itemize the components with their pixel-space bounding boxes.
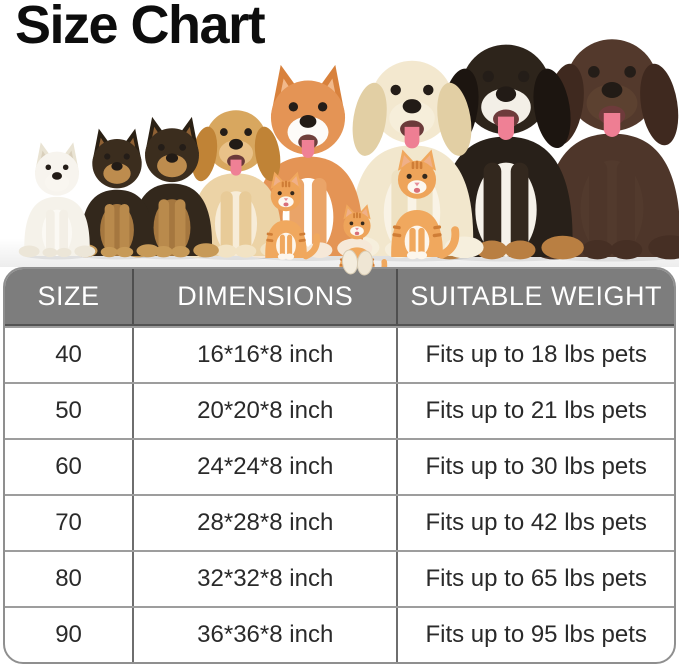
dimensions-cell: 28*28*8 inch	[132, 496, 396, 550]
table-row: 90 36*36*8 inch Fits up to 95 lbs pets	[5, 606, 674, 662]
table-row: 80 32*32*8 inch Fits up to 65 lbs pets	[5, 550, 674, 606]
table-row: 70 28*28*8 inch Fits up to 42 lbs pets	[5, 494, 674, 550]
weight-cell: Fits up to 65 lbs pets	[396, 552, 674, 606]
weight-cell: Fits up to 95 lbs pets	[396, 608, 674, 662]
size-cell: 40	[55, 341, 82, 368]
kitten-paws-over-table	[341, 249, 374, 276]
table-row: 40 16*16*8 inch Fits up to 18 lbs pets	[5, 326, 674, 382]
size-cell: 80	[55, 565, 82, 592]
size-table: SIZE DIMENSIONS SUITABLE WEIGHT 40 16*16…	[3, 267, 676, 664]
size-cell: 50	[55, 397, 82, 424]
dimensions-cell: 24*24*8 inch	[132, 440, 396, 494]
column-header-suitable-weight: SUITABLE WEIGHT	[396, 269, 674, 324]
weight-cell: Fits up to 21 lbs pets	[396, 384, 674, 438]
size-table-header: SIZE DIMENSIONS SUITABLE WEIGHT	[5, 269, 674, 326]
dimensions-cell: 32*32*8 inch	[132, 552, 396, 606]
size-cell: 60	[55, 453, 82, 480]
dimensions-cell: 16*16*8 inch	[132, 328, 396, 382]
table-row: 50 20*20*8 inch Fits up to 21 lbs pets	[5, 382, 674, 438]
table-row: 60 24*24*8 inch Fits up to 30 lbs pets	[5, 438, 674, 494]
dimensions-cell: 36*36*8 inch	[132, 608, 396, 662]
dimensions-cell: 20*20*8 inch	[132, 384, 396, 438]
column-header-size: SIZE	[37, 281, 100, 311]
column-header-dimensions: DIMENSIONS	[132, 269, 396, 324]
weight-cell: Fits up to 18 lbs pets	[396, 328, 674, 382]
size-cell: 70	[55, 509, 82, 536]
weight-cell: Fits up to 30 lbs pets	[396, 440, 674, 494]
pets-group-photo	[0, 39, 679, 267]
weight-cell: Fits up to 42 lbs pets	[396, 496, 674, 550]
white-puppy-illustration	[18, 142, 96, 258]
size-cell: 90	[55, 621, 82, 648]
page-title: Size Chart	[15, 0, 266, 55]
